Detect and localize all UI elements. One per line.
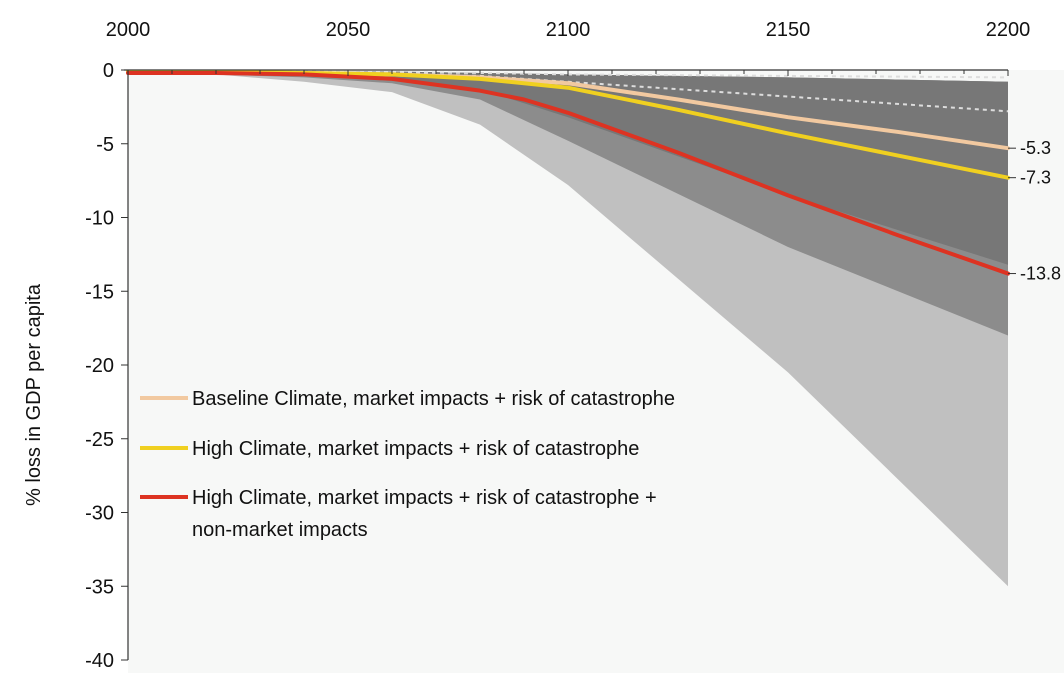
confidence-bands: [128, 71, 1008, 587]
y-tick-label--40: -40: [85, 650, 114, 672]
legend: Baseline Climate, market impacts + risk …: [140, 388, 675, 541]
y-tick-label--10: -10: [85, 208, 114, 230]
y-axis-title: % loss in GDP per capita: [23, 283, 45, 506]
y-tick-label--15: -15: [85, 281, 114, 303]
x-tick-label-2200: 2200: [986, 19, 1031, 41]
legend-label-3-line-2: non-market impacts: [192, 519, 368, 541]
y-tick-label--30: -30: [85, 503, 114, 525]
x-tick-label-2000: 2000: [106, 19, 151, 41]
end-label-1: -5.3: [1020, 138, 1051, 158]
x-tick-label-2050: 2050: [326, 19, 371, 41]
y-tick-label--5: -5: [96, 134, 114, 156]
axes: [121, 69, 1009, 661]
series-line-3: [126, 70, 1010, 276]
x-tick-label-2150: 2150: [766, 19, 811, 41]
end-label-2: -7.3: [1020, 168, 1051, 188]
y-tick-label--20: -20: [85, 355, 114, 377]
x-tick-label-2100: 2100: [546, 19, 591, 41]
band-3: [128, 71, 1008, 265]
end-value-labels: -5.3 -7.3 -13.8: [1008, 138, 1061, 284]
legend-label-2: High Climate, market impacts + risk of c…: [192, 438, 639, 460]
end-label-3: -13.8: [1020, 264, 1061, 284]
legend-label-1: Baseline Climate, market impacts + risk …: [192, 388, 675, 410]
y-tick-label--25: -25: [85, 429, 114, 451]
y-tick-label--35: -35: [85, 576, 114, 598]
tick-labels: 2000 2050 2100 2150 2200 0 -5 -10 -15 -20 -25 -30 -3…: [85, 19, 1030, 672]
legend-label-3-line-1: High Climate, market impacts + risk of c…: [192, 487, 657, 509]
y-tick-label-0: 0: [103, 60, 114, 82]
